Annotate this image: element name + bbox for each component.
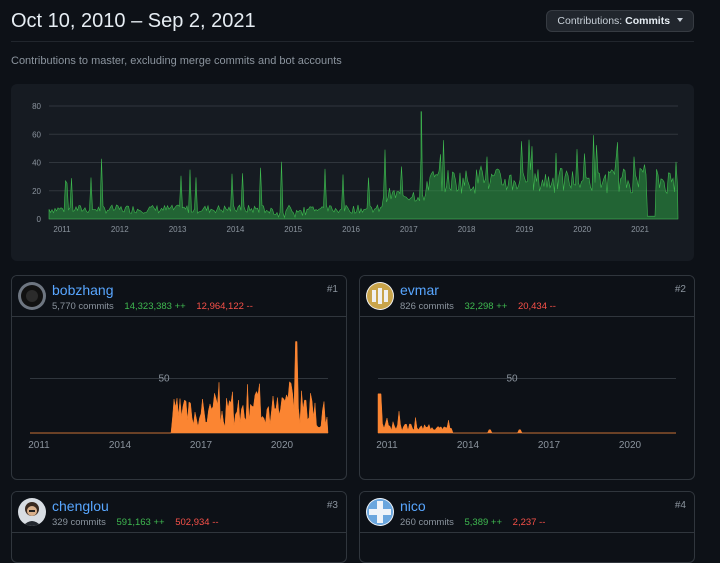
overview-chart[interactable]: 80 60 40 20 0 2011 2012 2013 2014 2015 2016 2017 201… bbox=[11, 84, 694, 261]
date-range-title: Oct 10, 2010 – Sep 2, 2021 bbox=[11, 10, 256, 32]
contributor-card-4: nico 260 commits 5,389 ++ 2,237 -- #4 bbox=[359, 491, 695, 563]
x-tick-label: 2021 bbox=[631, 225, 649, 234]
x-tick-label: 2011 bbox=[28, 440, 50, 451]
additions-count: 5,389 ++ bbox=[464, 517, 503, 528]
deletions-count: 20,434 -- bbox=[517, 301, 556, 312]
x-tick-label: 2011 bbox=[376, 440, 398, 451]
contributions-dropdown[interactable]: Contributions: Commits bbox=[546, 10, 694, 32]
y-tick-label: 80 bbox=[32, 102, 41, 111]
x-tick-label: 2020 bbox=[271, 440, 294, 451]
x-tick-label: 2017 bbox=[538, 440, 561, 451]
commit-count: 329 commits bbox=[52, 517, 106, 528]
commit-count: 5,770 commits bbox=[52, 301, 114, 312]
contributor-card-header: evmar 826 commits 32,298 ++ 20,434 -- #2 bbox=[360, 276, 694, 317]
x-tick-label: 2012 bbox=[111, 225, 129, 234]
additions-count: 14,323,383 ++ bbox=[124, 301, 186, 312]
y-tick-label: 50 bbox=[506, 374, 518, 385]
avatar[interactable] bbox=[366, 498, 394, 526]
avatar[interactable] bbox=[366, 282, 394, 310]
contributor-activity-chart[interactable]: 50 2011 2014 2017 2020 bbox=[360, 317, 694, 479]
contributor-card-header: chenglou 329 commits 591,163 ++ 502,934 … bbox=[12, 492, 346, 533]
contributor-card-header: bobzhang 5,770 commits 14,323,383 ++ 12,… bbox=[12, 276, 346, 317]
x-tick-label: 2014 bbox=[227, 225, 245, 234]
contributor-card-2: evmar 826 commits 32,298 ++ 20,434 -- #2… bbox=[359, 275, 695, 480]
additions-count: 32,298 ++ bbox=[464, 301, 508, 312]
x-tick-label: 2018 bbox=[458, 225, 476, 234]
contributor-activity-area bbox=[377, 393, 676, 434]
avatar[interactable] bbox=[18, 282, 46, 310]
chart-subtitle: Contributions to master, excluding merge… bbox=[11, 55, 342, 67]
overview-chart-panel: 80 60 40 20 0 2011 2012 2013 2014 2015 2016 2017 201… bbox=[11, 84, 694, 261]
contributor-login-link[interactable]: nico bbox=[400, 498, 426, 514]
commit-count: 826 commits bbox=[400, 301, 454, 312]
contributor-stats: 329 commits 591,163 ++ 502,934 -- bbox=[52, 517, 219, 528]
overview-area bbox=[48, 111, 679, 220]
x-tick-label: 2020 bbox=[573, 225, 591, 234]
x-tick-label: 2017 bbox=[190, 440, 213, 451]
page-header: Oct 10, 2010 – Sep 2, 2021 Contributions… bbox=[11, 8, 694, 42]
y-tick-label: 50 bbox=[158, 374, 170, 385]
x-tick-label: 2016 bbox=[342, 225, 360, 234]
contributions-value: Commits bbox=[625, 15, 671, 27]
deletions-count: 12,964,122 -- bbox=[196, 301, 253, 312]
y-tick-label: 0 bbox=[37, 215, 42, 224]
additions-count: 591,163 ++ bbox=[116, 517, 165, 528]
rank-label: #3 bbox=[326, 500, 338, 511]
avatar[interactable] bbox=[18, 498, 46, 526]
contributions-label: Contributions: bbox=[557, 15, 623, 27]
contributor-activity-chart[interactable]: 50 2011 2014 2017 2020 bbox=[12, 317, 346, 479]
contributor-activity-area bbox=[30, 341, 329, 434]
commit-count: 260 commits bbox=[400, 517, 454, 528]
deletions-count: 2,237 -- bbox=[512, 517, 546, 528]
contributor-card-header: nico 260 commits 5,389 ++ 2,237 -- #4 bbox=[360, 492, 694, 533]
y-tick-label: 20 bbox=[32, 187, 41, 196]
x-tick-label: 2014 bbox=[457, 440, 480, 451]
y-tick-label: 60 bbox=[32, 130, 41, 139]
x-tick-label: 2017 bbox=[400, 225, 418, 234]
contributor-stats: 826 commits 32,298 ++ 20,434 -- bbox=[400, 301, 556, 312]
contributor-card-3: chenglou 329 commits 591,163 ++ 502,934 … bbox=[11, 491, 347, 563]
x-tick-label: 2014 bbox=[109, 440, 132, 451]
x-tick-label: 2013 bbox=[169, 225, 187, 234]
contributor-login-link[interactable]: bobzhang bbox=[52, 282, 114, 298]
rank-label: #2 bbox=[674, 284, 686, 295]
contributor-card-1: bobzhang 5,770 commits 14,323,383 ++ 12,… bbox=[11, 275, 347, 480]
x-tick-label: 2019 bbox=[516, 225, 534, 234]
contributor-stats: 260 commits 5,389 ++ 2,237 -- bbox=[400, 517, 545, 528]
rank-label: #1 bbox=[326, 284, 338, 295]
rank-label: #4 bbox=[674, 500, 686, 511]
contributor-login-link[interactable]: evmar bbox=[400, 282, 439, 298]
caret-down-icon bbox=[677, 18, 683, 22]
x-tick-label: 2020 bbox=[619, 440, 642, 451]
deletions-count: 502,934 -- bbox=[175, 517, 219, 528]
x-tick-label: 2015 bbox=[284, 225, 302, 234]
y-tick-label: 40 bbox=[32, 159, 41, 168]
x-tick-label: 2011 bbox=[53, 225, 71, 234]
contributor-login-link[interactable]: chenglou bbox=[52, 498, 109, 514]
contributor-stats: 5,770 commits 14,323,383 ++ 12,964,122 -… bbox=[52, 301, 253, 312]
